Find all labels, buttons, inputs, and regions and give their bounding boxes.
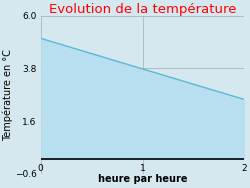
X-axis label: heure par heure: heure par heure: [98, 174, 187, 184]
Y-axis label: Température en °C: Température en °C: [3, 49, 13, 141]
Title: Evolution de la température: Evolution de la température: [49, 3, 236, 16]
